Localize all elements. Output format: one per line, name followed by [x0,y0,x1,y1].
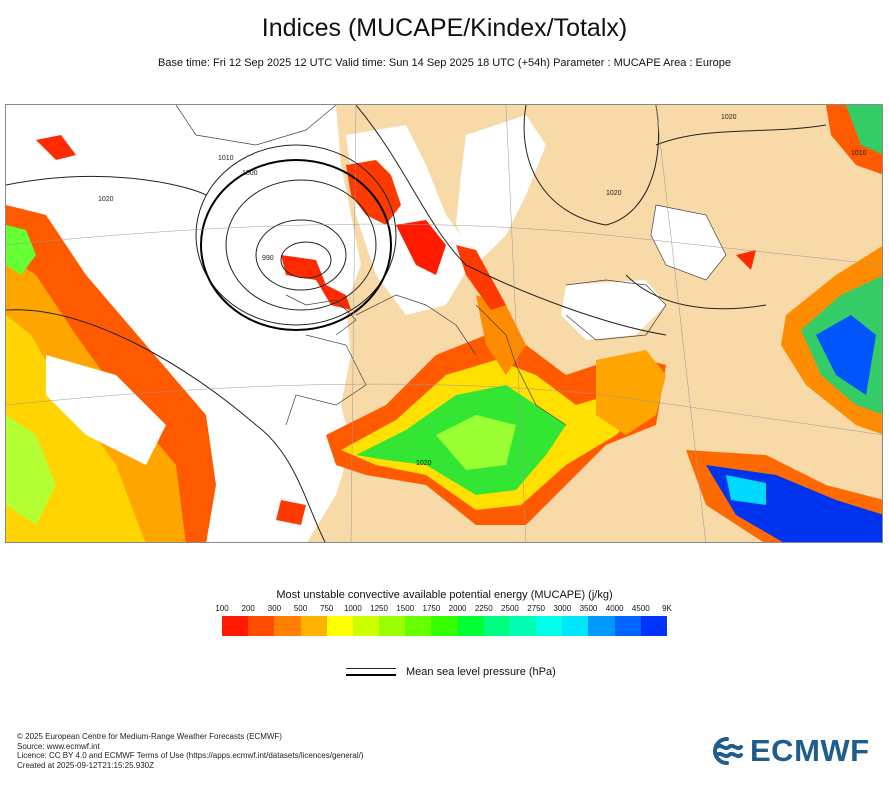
legend-swatch [248,616,275,636]
cape-baltic-strip [456,245,506,310]
cape-russia [736,250,756,270]
cape-adriatic [476,295,526,375]
isobar-label: 1010 [851,150,867,157]
legend-colorbar [222,616,667,636]
black-sea [561,280,666,340]
legend-tick-label: 2750 [527,604,546,613]
legend-ticks: 100 200 300 500 750 1000 1250 1500 1750 2000 2250 2… [215,604,672,616]
legend-tick-label: 1000 [343,604,362,613]
isobar-label: 1000 [242,170,258,177]
cape-atlantic-ltgreen [6,415,56,525]
legend-swatch [457,616,484,636]
legend-swatch [405,616,432,636]
cape-iceland [36,135,76,160]
legend-tick-label: 750 [320,604,334,613]
ecmwf-logo-text: ECMWF [750,733,870,768]
legend-tick-label: 4500 [631,604,650,613]
isobar-label: 1020 [98,196,114,203]
cape-iberia [276,500,306,525]
atlantic-low-white [46,355,166,465]
legend-title: Most unstable convective available poten… [276,589,613,601]
legend-swatch [562,616,589,636]
legend-swatch [483,616,510,636]
pressure-legend-label: Mean sea level pressure (hPa) [406,666,556,678]
legend-tick-label: 4000 [605,604,624,613]
legend-swatch [509,616,537,636]
cape-caspian-blue [816,315,876,395]
map-graphic: 1020 1010 1000 990 1020 1020 1010 1020 [6,105,882,542]
cape-med-ltgreen [436,415,516,470]
cape-scandinavia [396,220,446,275]
legend-swatch [326,616,353,636]
legend-tick-label: 500 [293,604,308,613]
baltic-sea [456,115,546,265]
isobar-label: 990 [262,255,274,262]
isobar-label: 1020 [721,114,737,121]
cape-east-med [596,350,666,435]
cape-norway [346,160,401,225]
isobar-label: 1010 [218,155,234,162]
coastlines [175,105,727,426]
footer-credits: © 2025 European Centre for Medium-Range … [17,732,364,770]
legend-tick-label: 2500 [501,604,519,613]
legend-tick-label: 9K [662,604,672,613]
map-panel[interactable]: 1020 1010 1000 990 1020 1020 1010 1020 [5,104,883,543]
legend-swatch [536,616,563,636]
legend-tick-label: 300 [267,604,282,613]
cape-gulf-cyan [726,475,766,505]
legend-swatch [640,616,667,636]
legend-swatch [300,616,327,636]
footer-copyright: © 2025 European Centre for Medium-Range … [17,732,282,741]
legend-tick-label: 2250 [474,604,493,613]
legend-swatch [379,616,406,636]
legend-swatch [614,616,641,636]
pressure-line-swatch [346,667,396,678]
legend-tick-label: 3500 [579,604,598,613]
cape-ne-green [846,105,882,155]
legend-swatch [588,616,615,636]
chart-subtitle: Base time: Fri 12 Sep 2025 12 UTC Valid … [158,57,731,69]
cape-uk [281,255,351,310]
footer-licence: Licence: CC BY 4.0 and ECMWF Terms of Us… [17,751,364,760]
isobar-low-bold [200,159,392,331]
legend-tick-label: 1250 [370,604,388,613]
ecmwf-logo-icon [713,737,743,765]
isobar-label: 1020 [606,190,622,197]
legend-tick-label: 2000 [448,604,467,613]
graticule [6,105,882,542]
isobar-label: 1020 [416,460,432,467]
ecmwf-logo[interactable]: ECMWF [707,733,870,768]
legend-tick-label: 3000 [553,604,572,613]
legend-swatch [352,616,380,636]
footer-source: Source: www.ecmwf.int [17,741,100,751]
footer-created: Created at 2025-09-12T21:15:25.930Z [17,760,154,770]
legend-swatch [431,616,458,636]
isobars [6,105,827,542]
legend-tick-label: 200 [241,604,255,613]
legend-swatch [222,616,249,636]
legend-tick-label: 1500 [396,604,415,613]
cape-atlantic-green [6,225,36,275]
chart-title: Indices (MUCAPE/Kindex/Totalx) [261,14,628,42]
legend-tick-label: 100 [215,604,229,613]
legend-tick-label: 1750 [422,604,441,613]
legend-swatch [274,616,301,636]
